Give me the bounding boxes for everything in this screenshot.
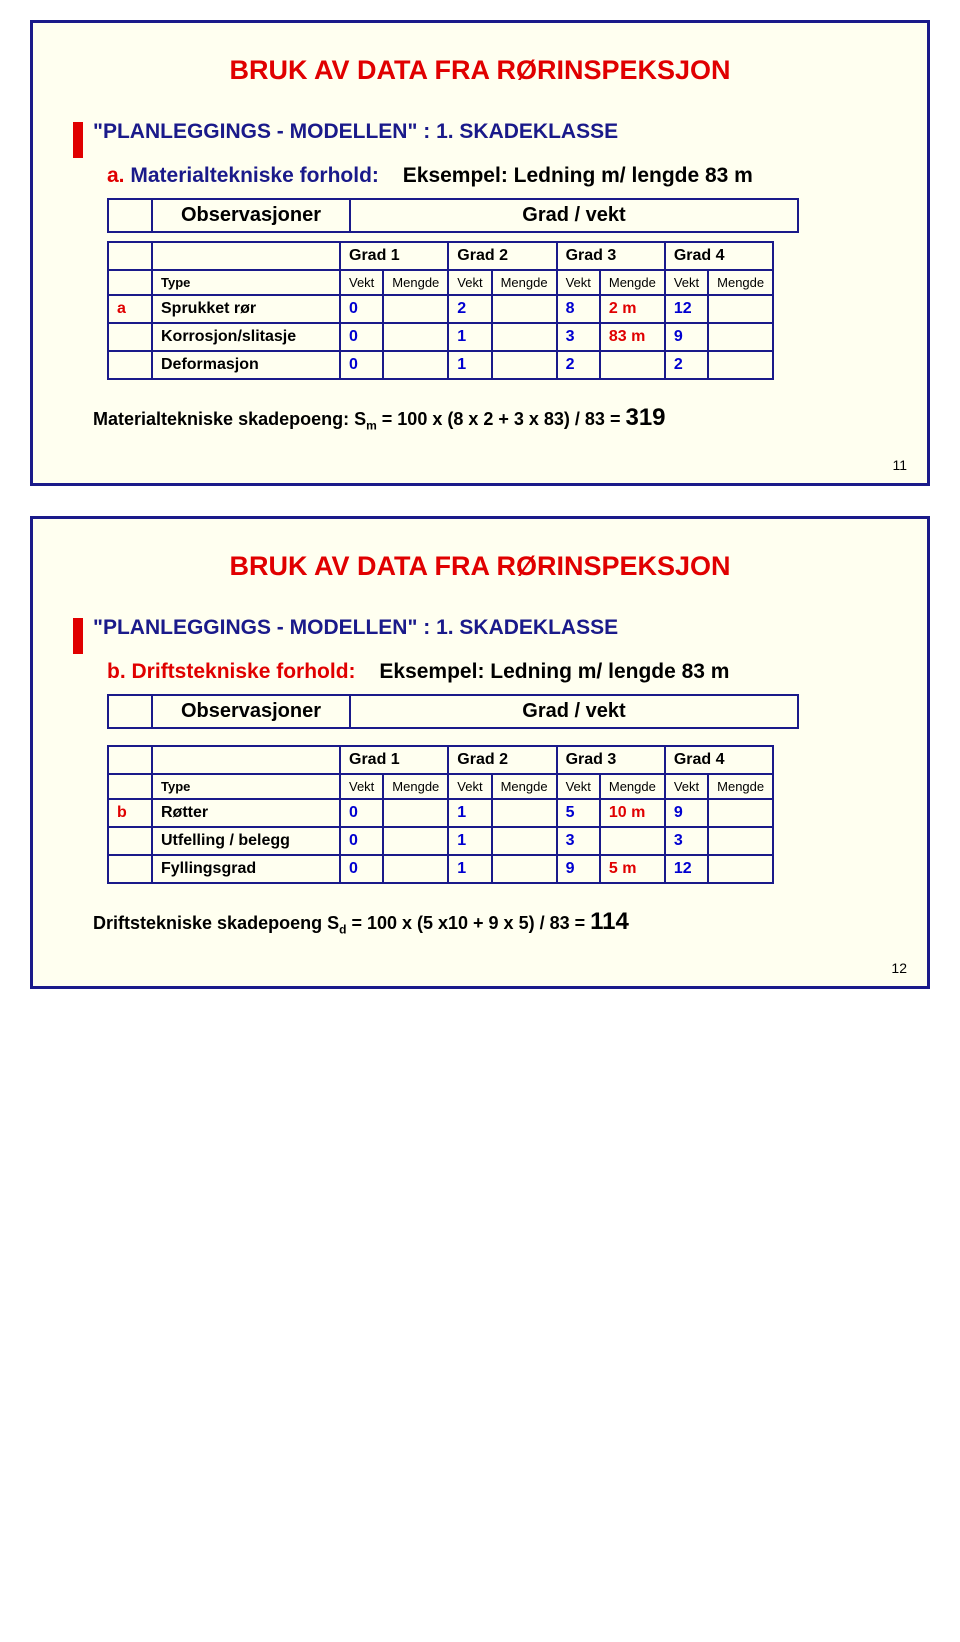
row3-label: Deformasjon bbox=[152, 351, 340, 379]
type-header-row: Type VektMengde VektMengde VektMengde Ve… bbox=[108, 774, 773, 799]
formula-material: Materialtekniske skadepoeng: Sm = 100 x … bbox=[93, 404, 887, 433]
table-row: Fyllingsgrad 0 1 95 m 12 bbox=[108, 855, 773, 883]
slide-12: BRUK AV DATA FRA RØRINSPEKSJON "PLANLEGG… bbox=[30, 516, 930, 990]
row-b-letter: b bbox=[108, 799, 152, 827]
row1-label: Røtter bbox=[152, 799, 340, 827]
obs-header: Observasjoner bbox=[152, 695, 350, 728]
grad-header-row: Grad 1 Grad 2 Grad 3 Grad 4 bbox=[108, 746, 773, 774]
subtitle-text: "PLANLEGGINGS - MODELLEN" : 1. SKADEKLAS… bbox=[93, 120, 618, 144]
bullet-bar-icon bbox=[73, 122, 83, 158]
table-material: Grad 1 Grad 2 Grad 3 Grad 4 Type VektMen… bbox=[107, 241, 774, 380]
slide-11: BRUK AV DATA FRA RØRINSPEKSJON "PLANLEGG… bbox=[30, 20, 930, 486]
subtitle-row: "PLANLEGGINGS - MODELLEN" : 1. SKADEKLAS… bbox=[73, 120, 887, 158]
obs-header: Observasjoner bbox=[152, 199, 350, 232]
grad-header-row: Grad 1 Grad 2 Grad 3 Grad 4 bbox=[108, 242, 773, 270]
grad4: Grad 4 bbox=[665, 242, 773, 270]
a-example: Eksempel: Ledning m/ lengde 83 m bbox=[403, 164, 753, 187]
row-a-letter: a bbox=[108, 295, 152, 323]
subtitle-text: "PLANLEGGINGS - MODELLEN" : 1. SKADEKLAS… bbox=[93, 616, 618, 640]
slide-title: BRUK AV DATA FRA RØRINSPEKSJON bbox=[73, 551, 887, 582]
row2-label: Korrosjon/slitasje bbox=[152, 323, 340, 351]
a-title: Materialtekniske forhold: bbox=[130, 164, 379, 187]
grad3: Grad 3 bbox=[557, 242, 665, 270]
page-number: 11 bbox=[892, 457, 907, 473]
table-row: b Røtter 0 1 510 m 9 bbox=[108, 799, 773, 827]
bullet-bar-icon bbox=[73, 618, 83, 654]
section-a: a. Materialtekniske forhold: Eksempel: L… bbox=[107, 164, 887, 188]
slide-title: BRUK AV DATA FRA RØRINSPEKSJON bbox=[73, 55, 887, 86]
page-number: 12 bbox=[891, 960, 907, 976]
table-drift: Grad 1 Grad 2 Grad 3 Grad 4 Type VektMen… bbox=[107, 745, 774, 884]
table-row: Utfelling / belegg 0 1 3 3 bbox=[108, 827, 773, 855]
b-example: Eksempel: Ledning m/ lengde 83 m bbox=[379, 660, 729, 683]
table-obs-header-2: Observasjoner Grad / vekt bbox=[107, 694, 799, 729]
row3-label: Fyllingsgrad bbox=[152, 855, 340, 883]
table-row: Korrosjon/slitasje 0 1 383 m 9 bbox=[108, 323, 773, 351]
table-row: Deformasjon 0 1 2 2 bbox=[108, 351, 773, 379]
a-label: a. bbox=[107, 164, 125, 187]
row2-label: Utfelling / belegg bbox=[152, 827, 340, 855]
b-label: b. bbox=[107, 660, 126, 683]
grad1: Grad 1 bbox=[340, 242, 448, 270]
table-row: a Sprukket rør 0 2 82 m 12 bbox=[108, 295, 773, 323]
type-label: Type bbox=[152, 270, 340, 295]
grad2: Grad 2 bbox=[448, 242, 556, 270]
gradvekt-header: Grad / vekt bbox=[350, 199, 798, 232]
table-obs-header: Observasjoner Grad / vekt bbox=[107, 198, 799, 233]
gradvekt-header: Grad / vekt bbox=[350, 695, 798, 728]
b-title: Driftstekniske forhold: bbox=[132, 660, 356, 683]
type-header-row: Type VektMengde VektMengde VektMengde Ve… bbox=[108, 270, 773, 295]
subtitle-row: "PLANLEGGINGS - MODELLEN" : 1. SKADEKLAS… bbox=[73, 616, 887, 654]
row1-label: Sprukket rør bbox=[152, 295, 340, 323]
section-b: b. Driftstekniske forhold: Eksempel: Led… bbox=[107, 660, 887, 684]
formula-drift: Driftstekniske skadepoeng Sd = 100 x (5 … bbox=[93, 908, 887, 937]
